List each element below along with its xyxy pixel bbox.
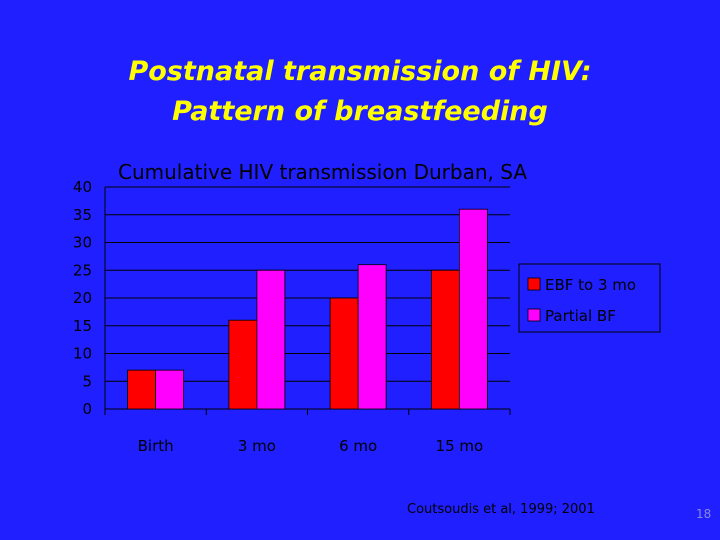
y-tick-label: 35	[73, 206, 92, 224]
legend-label: Partial BF	[545, 307, 616, 325]
x-category-label: 15 mo	[436, 437, 484, 455]
y-tick-label: 15	[73, 317, 92, 335]
bar-partial-bf	[155, 369, 185, 410]
y-tick-label: 30	[73, 234, 92, 252]
bar-ebf	[329, 297, 359, 410]
source-citation: Coutsoudis et al, 1999; 2001	[407, 502, 595, 517]
slide-title-line-1: Postnatal transmission of HIV:	[128, 56, 592, 87]
legend-label: EBF to 3 mo	[545, 276, 636, 294]
legend-box	[518, 263, 661, 333]
x-category-label: 6 mo	[339, 437, 377, 455]
x-category-label: Birth	[138, 437, 174, 455]
y-tick-label: 25	[73, 261, 92, 279]
legend-swatch-partial-bf	[527, 308, 541, 322]
y-tick-label: 10	[73, 345, 92, 363]
slide-title-line-2: Pattern of breastfeeding	[172, 96, 548, 127]
x-category-label: 3 mo	[238, 437, 276, 455]
y-tick-label: 20	[73, 289, 92, 307]
slide-number: 18	[696, 507, 712, 521]
y-tick-label: 5	[82, 372, 92, 390]
bar-partial-bf	[357, 264, 387, 410]
bar-partial-bf	[458, 208, 488, 410]
legend-swatch-ebf	[527, 277, 541, 291]
y-tick-label: 0	[82, 400, 92, 418]
chart-title: Cumulative HIV transmission Durban, SA	[118, 160, 527, 184]
bar-ebf	[430, 269, 460, 410]
bar-ebf	[228, 319, 258, 410]
bar-partial-bf	[256, 269, 286, 410]
y-tick-label: 40	[73, 178, 92, 196]
bar-ebf	[127, 369, 157, 410]
